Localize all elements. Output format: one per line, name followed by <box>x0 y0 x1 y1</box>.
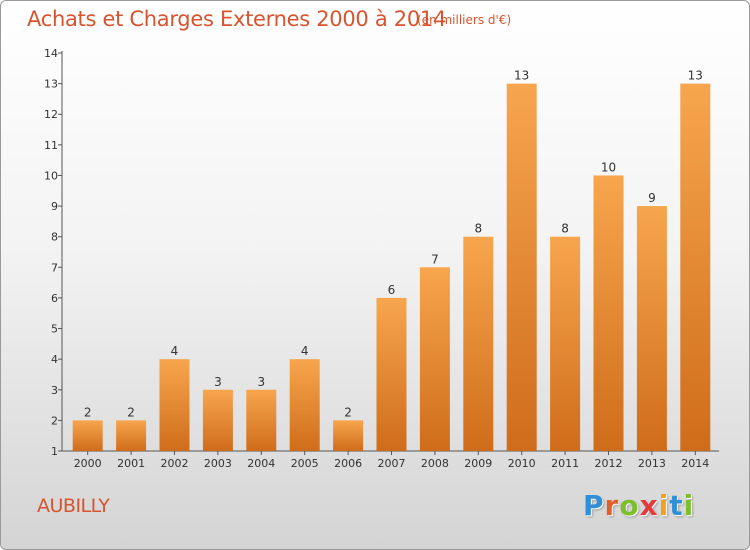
chart-bars: 2 2 4 3 3 4 2 6 7 8 13 8 10 9 13 <box>72 69 711 451</box>
x-tick-label: 2001 <box>117 457 145 470</box>
x-tick-label: 2004 <box>247 457 275 470</box>
bar <box>550 236 581 451</box>
y-tick-label: 14 <box>44 47 58 60</box>
y-tick-label: 12 <box>44 108 58 121</box>
x-tick-label: 2010 <box>508 457 536 470</box>
bar-value-label: 4 <box>301 344 309 358</box>
bar <box>376 297 407 451</box>
y-tick-label: 13 <box>44 78 58 91</box>
bar-value-label: 8 <box>561 222 569 236</box>
brand-letter: o <box>619 489 640 522</box>
x-tick-label: 2000 <box>74 457 102 470</box>
bar <box>246 389 277 451</box>
bar-value-label: 7 <box>431 252 439 266</box>
bar-value-label: 2 <box>344 405 352 419</box>
x-tick-label: 2006 <box>334 457 362 470</box>
brand-letter: r <box>604 489 620 522</box>
y-tick-label: 4 <box>51 353 58 366</box>
y-tick-label: 6 <box>51 292 58 305</box>
x-tick-label: 2007 <box>378 457 406 470</box>
bar <box>159 359 190 451</box>
x-tick-label: 2005 <box>291 457 319 470</box>
y-tick-label: 3 <box>51 384 58 397</box>
x-tick-label: 2009 <box>464 457 492 470</box>
y-tick-label: 7 <box>51 261 58 274</box>
bar-value-label: 2 <box>84 405 92 419</box>
bar-value-label: 10 <box>601 160 616 174</box>
bar-value-label: 3 <box>214 375 222 389</box>
bar-value-label: 9 <box>648 191 656 205</box>
city-name: AUBILLY <box>37 495 110 517</box>
brand-letter: P <box>583 489 605 522</box>
y-tick-label: 8 <box>51 231 58 244</box>
bar <box>333 420 364 451</box>
bar-value-label: 4 <box>171 344 179 358</box>
brand-letter: t <box>669 489 684 522</box>
x-tick-label: 2012 <box>595 457 623 470</box>
bar <box>72 420 103 451</box>
bar <box>680 83 711 451</box>
bar-value-label: 13 <box>688 69 703 83</box>
bar <box>506 83 537 451</box>
bar <box>593 175 624 451</box>
x-tick-label: 2011 <box>551 457 579 470</box>
y-tick-label: 5 <box>51 323 58 336</box>
bar <box>116 420 147 451</box>
chart-title: Achats et Charges Externes 2000 à 2014 <box>27 7 447 31</box>
chart-subtitle: (en milliers d'€) <box>417 13 512 27</box>
bar <box>289 359 320 451</box>
brand-letter: i <box>658 489 670 522</box>
bar-value-label: 2 <box>127 405 135 419</box>
brand-logo: Proxiti <box>583 489 694 522</box>
x-tick-label: 2008 <box>421 457 449 470</box>
y-tick-label: 1 <box>51 445 58 458</box>
bar <box>202 389 233 451</box>
y-tick-label: 10 <box>44 169 58 182</box>
bar-value-label: 8 <box>474 222 482 236</box>
x-tick-label: 2014 <box>681 457 709 470</box>
bar-value-label: 3 <box>257 375 265 389</box>
bar-value-label: 6 <box>388 283 396 297</box>
brand-letter: x <box>639 489 659 522</box>
bar <box>419 267 450 451</box>
brand-letter: i <box>683 489 695 522</box>
bar <box>636 206 667 451</box>
y-tick-label: 9 <box>51 200 58 213</box>
y-tick-label: 11 <box>44 139 58 152</box>
x-tick-label: 2013 <box>638 457 666 470</box>
bar-value-label: 13 <box>514 69 529 83</box>
x-tick-label: 2002 <box>161 457 189 470</box>
x-tick-label: 2003 <box>204 457 232 470</box>
bar <box>463 236 494 451</box>
y-tick-label: 2 <box>51 414 58 427</box>
